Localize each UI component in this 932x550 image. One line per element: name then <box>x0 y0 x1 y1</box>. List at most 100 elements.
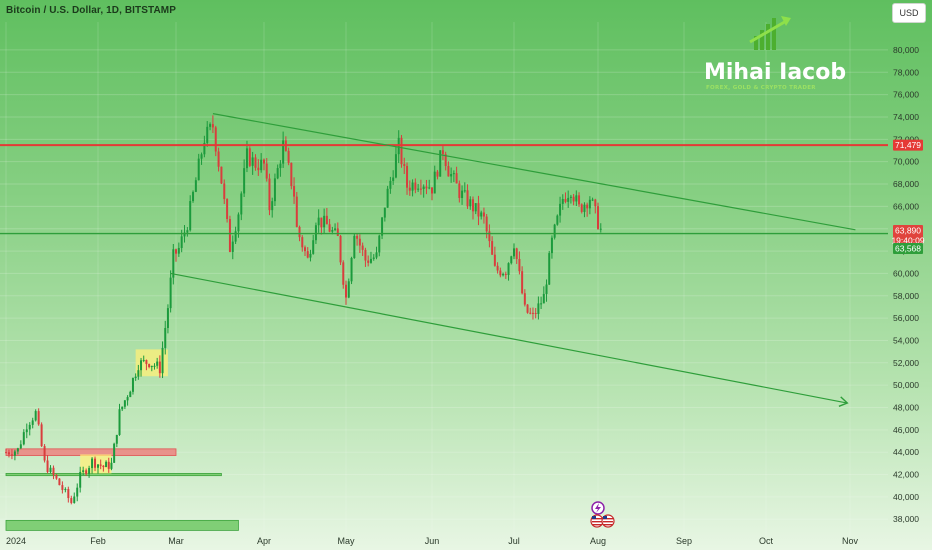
candle <box>134 373 137 381</box>
y-tick-label: 80,000 <box>893 45 919 55</box>
currency-button[interactable]: USD <box>892 3 926 23</box>
candle <box>31 417 34 429</box>
candle-body <box>597 206 599 229</box>
candle <box>518 251 521 275</box>
x-axis[interactable]: 2024 Feb Mar Apr May Jun Jul Aug Sep Oct Nov <box>6 536 858 546</box>
candle-body <box>513 248 515 257</box>
candle <box>49 465 52 474</box>
candle <box>131 377 134 395</box>
logo-name: Mihai Iacob <box>704 60 846 85</box>
candle-body <box>177 247 180 254</box>
candle <box>548 250 551 286</box>
candle <box>189 195 192 232</box>
candle <box>177 242 180 257</box>
candle <box>477 195 480 226</box>
y-tick-label: 44,000 <box>893 447 919 457</box>
candle-body <box>82 470 85 472</box>
candle <box>491 236 494 256</box>
candle-body <box>540 303 543 305</box>
last-price-badge-box <box>893 224 923 245</box>
candle-body <box>231 241 234 252</box>
candle-body <box>301 237 304 248</box>
candle <box>164 320 167 355</box>
candle-body <box>411 182 414 191</box>
candle <box>64 487 67 493</box>
candle <box>194 177 197 193</box>
candle-body <box>58 478 61 486</box>
candle <box>99 459 102 470</box>
candle-body <box>220 166 223 184</box>
x-tick-label: Jul <box>508 536 520 546</box>
candle <box>496 262 499 274</box>
candle <box>110 457 113 471</box>
candle-body <box>142 360 145 362</box>
candle <box>217 147 220 172</box>
candle-body <box>175 249 177 254</box>
y-axis[interactable]: 38,000 40,000 42,000 44,000 46,000 48,000 50,0… <box>893 45 919 524</box>
candle <box>534 308 537 319</box>
candle <box>400 135 403 168</box>
candle <box>260 153 263 173</box>
candle-body <box>223 183 226 200</box>
candle-body <box>52 467 55 475</box>
candle <box>488 224 491 248</box>
candle <box>469 196 472 210</box>
candle <box>345 280 347 305</box>
candle <box>472 196 474 220</box>
candle-body <box>572 196 575 202</box>
candles <box>5 115 602 505</box>
candle-body <box>217 151 220 167</box>
candle <box>540 296 543 309</box>
us-flag-icon[interactable] <box>601 514 615 528</box>
candle <box>123 399 126 410</box>
candle <box>126 395 129 406</box>
candle <box>499 267 502 278</box>
last-price-badge-text: 63,890 <box>895 225 921 235</box>
us-flag-icon[interactable] <box>590 514 604 528</box>
candle <box>553 223 556 240</box>
candle <box>52 465 55 480</box>
candle-body <box>206 126 209 143</box>
lightning-icon[interactable] <box>591 501 605 515</box>
candle <box>531 307 534 320</box>
candle-body <box>186 230 189 233</box>
candle <box>422 184 425 198</box>
candle <box>115 434 118 448</box>
candle-body <box>243 168 246 194</box>
candle <box>121 406 124 412</box>
candle <box>265 158 268 182</box>
candle <box>450 167 453 183</box>
candle-body <box>295 196 298 227</box>
trend-lines <box>0 113 888 407</box>
candle <box>7 449 10 458</box>
candle <box>140 357 143 377</box>
candle-body <box>356 235 359 239</box>
candle <box>502 272 505 277</box>
candle-body <box>542 293 545 304</box>
candle <box>529 307 532 315</box>
candle-body <box>526 304 529 313</box>
candle-body <box>383 207 386 218</box>
candle <box>284 136 287 152</box>
candle-body <box>345 284 347 298</box>
candle-body <box>121 406 124 410</box>
candle <box>223 179 226 204</box>
candle <box>347 278 350 299</box>
candle-body <box>323 215 326 228</box>
candle <box>172 244 175 285</box>
candle <box>211 115 214 133</box>
candle-body <box>158 361 161 374</box>
candle-body <box>394 154 397 178</box>
candle-body <box>13 451 16 456</box>
candle-body <box>518 259 521 272</box>
candle-body <box>419 188 422 190</box>
candle-body <box>583 204 586 212</box>
candle-body <box>504 273 507 275</box>
candle-body <box>61 485 64 490</box>
event-markers[interactable] <box>590 501 615 528</box>
candle <box>16 447 19 455</box>
candle-body <box>64 489 67 491</box>
candle-body <box>123 400 126 407</box>
candle-body <box>240 193 243 215</box>
